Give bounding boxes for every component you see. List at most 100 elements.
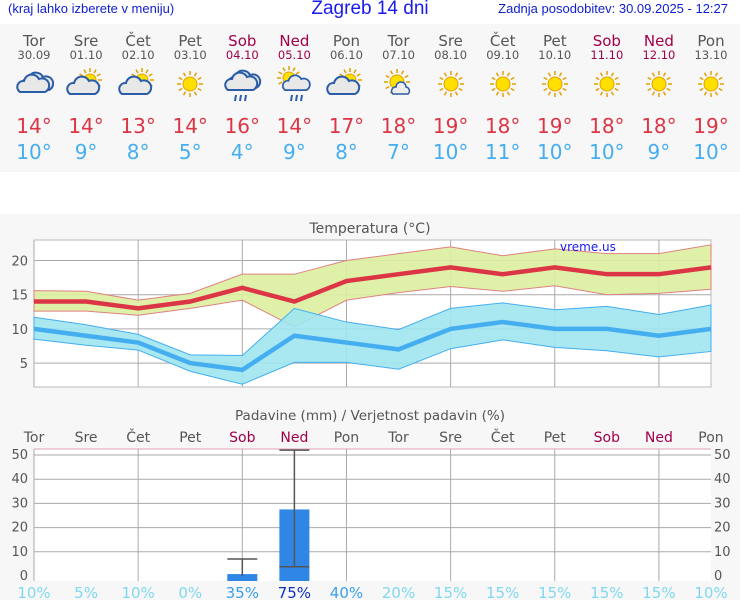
y-tick-label: 5 bbox=[20, 357, 28, 372]
max-range-band bbox=[33, 244, 712, 328]
day-name: Sob bbox=[228, 32, 257, 50]
day-name: Pon bbox=[332, 32, 361, 50]
rain-icon bbox=[216, 66, 268, 106]
max-temp: 14° bbox=[68, 114, 104, 138]
max-temp: 19° bbox=[432, 114, 469, 138]
probability-label: 15% bbox=[642, 584, 675, 600]
max-temp: 19° bbox=[537, 114, 573, 138]
x-tick-label: Sre bbox=[75, 430, 98, 446]
max-temp: 14° bbox=[276, 114, 313, 138]
y-tick-label: 10 bbox=[11, 545, 28, 560]
day-date: 03.10 bbox=[173, 48, 207, 62]
max-temp-line bbox=[34, 265, 712, 311]
sunny-icon bbox=[164, 66, 216, 106]
x-tick-label: Čet bbox=[491, 428, 515, 446]
max-temp: 18° bbox=[484, 114, 521, 138]
day-date: 09.10 bbox=[486, 48, 520, 62]
y-tick-label: 20 bbox=[714, 521, 731, 536]
min-temp: 10° bbox=[537, 140, 573, 164]
y-tick-label: 40 bbox=[11, 472, 28, 487]
y-tick-label: 50 bbox=[714, 448, 731, 463]
min-temp: 10° bbox=[693, 140, 729, 164]
sunny-icon bbox=[529, 66, 581, 106]
day-column: Čet 09.10 18° 11° bbox=[477, 32, 529, 164]
day-date: 30.09 bbox=[17, 48, 51, 62]
min-temp: 10° bbox=[589, 140, 625, 164]
probability-label: 0% bbox=[178, 584, 202, 600]
probability-label: 15% bbox=[486, 584, 519, 600]
day-name: Čet bbox=[489, 32, 516, 50]
chart-title: Padavine (mm) / Verjetnost padavin (%) bbox=[235, 408, 505, 424]
day-date: 05.10 bbox=[277, 48, 311, 62]
x-tick-label: Sob bbox=[594, 430, 620, 446]
day-column: Tor 30.09 14° 10° bbox=[8, 32, 60, 164]
day-date: 10.10 bbox=[538, 48, 572, 62]
day-date: 12.10 bbox=[642, 48, 676, 62]
max-temp: 13° bbox=[120, 114, 156, 138]
day-name: Tor bbox=[23, 32, 45, 50]
max-temp: 14° bbox=[172, 114, 208, 138]
day-column: Pon 13.10 19° 10° bbox=[685, 32, 737, 164]
day-column: Pet 03.10 14° 5° bbox=[164, 32, 216, 164]
location-hint: (kraj lahko izberete v meniju) bbox=[8, 1, 175, 16]
x-tick-label: Ned bbox=[645, 430, 673, 446]
day-column: Sre 01.10 14° 9° bbox=[60, 32, 112, 164]
probability-label: 10% bbox=[694, 584, 727, 600]
x-tick-label: Pon bbox=[334, 430, 359, 446]
cloudy-icon bbox=[8, 66, 60, 106]
day-name: Pet bbox=[178, 32, 203, 50]
page-title: Zagreb 14 dni bbox=[311, 0, 429, 19]
y-tick-label: 10 bbox=[714, 545, 731, 560]
day-column: Sre 08.10 19° 10° bbox=[425, 32, 477, 164]
day-name: Sob bbox=[592, 32, 621, 50]
probability-label: 10% bbox=[121, 584, 154, 600]
min-temp: 9° bbox=[283, 140, 306, 164]
y-tick-label: 10 bbox=[11, 323, 28, 338]
probability-label: 15% bbox=[538, 584, 571, 600]
day-column: Ned 05.10 14° 9° bbox=[268, 32, 320, 164]
day-date: 06.10 bbox=[329, 48, 363, 62]
x-tick-label: Sre bbox=[439, 430, 462, 446]
probability-label: 15% bbox=[590, 584, 623, 600]
day-name: Ned bbox=[643, 32, 674, 50]
probability-label: 15% bbox=[434, 584, 467, 600]
max-temp: 18° bbox=[589, 114, 625, 138]
chart-title: Temperatura (°C) bbox=[308, 221, 430, 237]
sunny-icon bbox=[685, 66, 737, 106]
min-temp: 9° bbox=[74, 140, 98, 164]
y-tick-label: 15 bbox=[11, 289, 28, 304]
day-date: 04.10 bbox=[225, 48, 259, 62]
day-name: Sre bbox=[73, 32, 99, 50]
partly-cloudy-icon bbox=[112, 66, 164, 106]
mostly-sunny-icon bbox=[373, 66, 425, 106]
watermark: vreme.us bbox=[560, 240, 616, 254]
probability-label: 75% bbox=[278, 584, 311, 600]
y-tick-label: 20 bbox=[11, 521, 28, 536]
day-date: 01.10 bbox=[69, 48, 103, 62]
y-tick-label: 0 bbox=[714, 569, 722, 584]
day-date: 02.10 bbox=[121, 48, 155, 62]
x-tick-label: Pet bbox=[179, 430, 202, 446]
max-temp: 18° bbox=[380, 114, 417, 138]
day-column: Čet 02.10 13° 8° bbox=[112, 32, 164, 164]
day-column: Sob 04.10 16° 4° bbox=[216, 32, 268, 164]
daily-forecast: Tor 30.09 14° 10° Sre 01.10 14° 9° Čet 02.… bbox=[0, 24, 740, 172]
x-tick-label: Tor bbox=[387, 430, 409, 446]
min-temp: 8° bbox=[126, 140, 150, 164]
day-column: Pet 10.10 19° 10° bbox=[529, 32, 581, 164]
y-tick-label: 50 bbox=[11, 448, 28, 463]
day-name: Ned bbox=[279, 32, 310, 50]
plot-area bbox=[34, 449, 711, 581]
day-date: 13.10 bbox=[694, 48, 728, 62]
precip-bar bbox=[227, 574, 258, 581]
x-tick-label: Tor bbox=[23, 430, 45, 446]
min-temp: 7° bbox=[387, 140, 410, 164]
max-temp: 17° bbox=[328, 114, 365, 138]
x-tick-label: Pon bbox=[698, 430, 723, 446]
min-temp: 10° bbox=[432, 140, 469, 164]
min-temp: 8° bbox=[335, 140, 358, 164]
precipitation-chart: Padavine (mm) / Verjetnost padavin (%) To… bbox=[11, 408, 731, 600]
y-tick-label: 20 bbox=[11, 255, 28, 270]
day-name: Tor bbox=[387, 32, 410, 50]
day-name: Pon bbox=[697, 32, 725, 50]
